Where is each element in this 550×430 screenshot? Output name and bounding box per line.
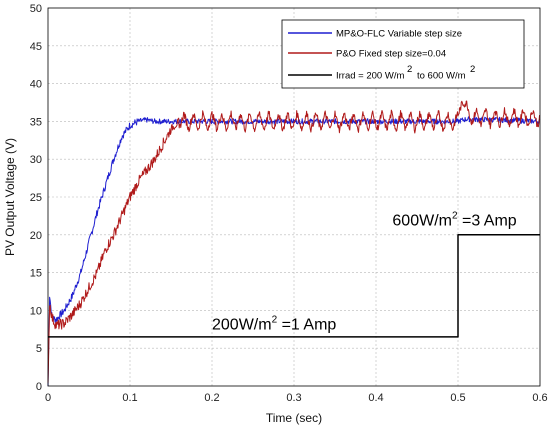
svg-text:200W/m2 =1 Amp: 200W/m2 =1 Amp [212, 314, 336, 333]
legend-label-irrad-2: to 600 W/m [417, 71, 466, 82]
x-axis-label: Time (sec) [266, 411, 322, 425]
x-tick-label: 0.2 [204, 392, 219, 404]
legend-label-irrad-1: Irrad = 200 W/m [336, 71, 404, 82]
y-tick-label: 10 [30, 305, 42, 317]
y-axis-label: PV Output Voltage (V) [3, 138, 17, 256]
x-tick-label: 0.3 [286, 392, 301, 404]
plot-frame [47, 7, 541, 387]
y-tick-label: 20 [30, 230, 42, 242]
y-tick-label: 5 [36, 343, 42, 355]
x-tick-label: 0.1 [122, 392, 137, 404]
y-tick-label: 15 [30, 268, 42, 280]
x-tick-label: 0.6 [532, 392, 547, 404]
annotation-600: 600W/m2 =3 Amp [392, 211, 516, 230]
y-tick-label: 30 [30, 154, 42, 166]
annotation-600-main: 600W/m [392, 213, 452, 230]
annotation-200-rest: =1 Amp [277, 316, 336, 333]
annotation-200-main: 200W/m [212, 316, 272, 333]
svg-text:600W/m2 =3 Amp: 600W/m2 =3 Amp [392, 211, 516, 230]
legend-box [281, 19, 525, 89]
annotation-200: 200W/m2 =1 Amp [212, 314, 336, 333]
legend-label-po: P&O Fixed step size=0.04 [336, 49, 446, 60]
y-tick-label: 35 [30, 116, 42, 128]
annotation-600-rest: =3 Amp [458, 213, 517, 230]
x-tick-label: 0 [45, 392, 51, 404]
series-line-po-fixed [47, 100, 541, 383]
legend-label-irrad-sup-2: 2 [470, 64, 475, 75]
y-tick-label: 40 [30, 79, 42, 91]
annotation-600-sup: 2 [452, 211, 458, 222]
x-tick-label: 0.4 [368, 392, 383, 404]
tick-layer: 0 0.1 0.2 0.3 0.4 0.5 0.6 0 5 10 15 20 25 30 35 40 45 50 [30, 3, 548, 404]
series-line-irradiance [48, 234, 540, 338]
x-tick-label: 0.5 [450, 392, 465, 404]
y-tick-label: 45 [30, 41, 42, 53]
series-layer [47, 100, 541, 387]
legend: MP&O-FLC Variable step size P&O Fixed st… [281, 19, 525, 89]
legend-label-irrad-sup-1: 2 [407, 64, 412, 75]
legend-label-flc: MP&O-FLC Variable step size [336, 29, 462, 40]
y-tick-label: 25 [30, 192, 42, 204]
annotation-200-sup: 2 [272, 314, 278, 325]
y-tick-label: 0 [36, 381, 42, 393]
y-tick-label: 50 [30, 3, 42, 15]
